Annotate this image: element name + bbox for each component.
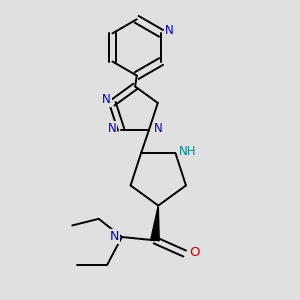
- Text: N: N: [165, 24, 174, 37]
- Text: O: O: [189, 246, 199, 260]
- Text: N: N: [107, 122, 116, 135]
- Text: N: N: [110, 230, 119, 243]
- Text: NH: NH: [179, 145, 197, 158]
- Polygon shape: [151, 206, 159, 241]
- Text: N: N: [102, 93, 111, 106]
- Text: N: N: [154, 122, 163, 135]
